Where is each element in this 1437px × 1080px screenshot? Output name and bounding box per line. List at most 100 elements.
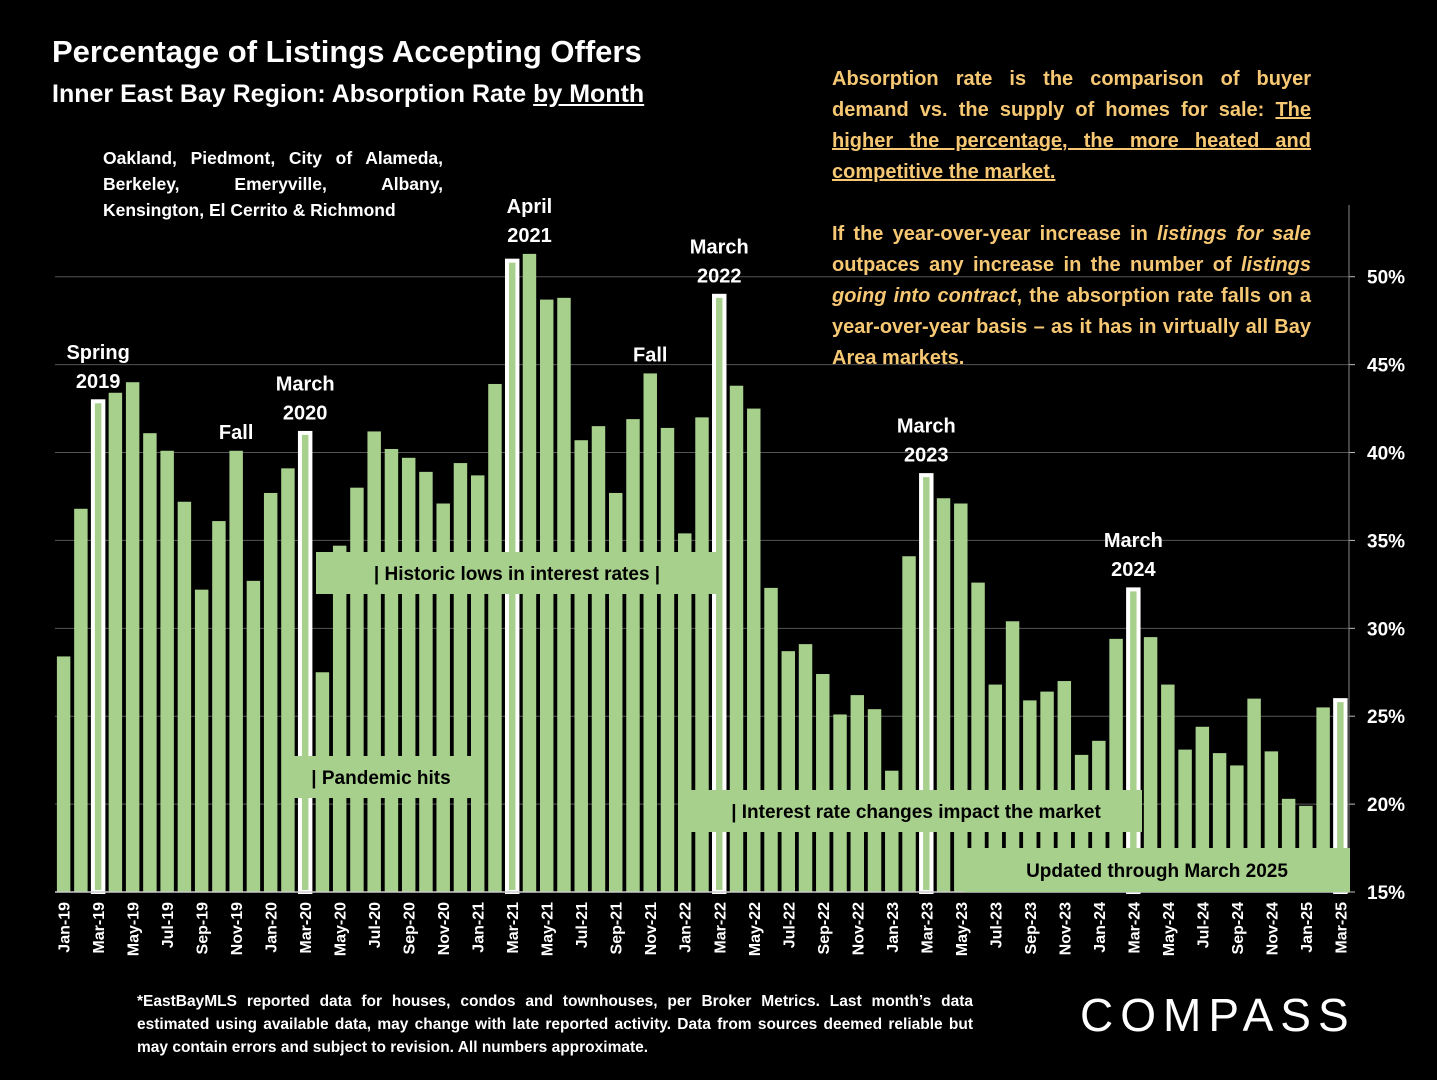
x-tick-label: May-22 <box>747 902 764 956</box>
bar <box>695 417 709 892</box>
x-tick-label: Nov-19 <box>229 902 246 955</box>
x-tick-label: Jan-23 <box>885 902 902 953</box>
y-tick-label: 20% <box>1367 795 1405 816</box>
compass-logo: COMPASS <box>1080 989 1356 1041</box>
x-tick-label: Jul-20 <box>367 902 384 948</box>
callout-box <box>690 790 1142 832</box>
chart-title: Percentage of Listings Accepting Offers <box>52 34 642 69</box>
x-tick-label: Jul-19 <box>160 902 177 948</box>
y-tick-label: 45% <box>1367 356 1405 377</box>
callout-text: | Pandemic hits <box>311 768 450 789</box>
bar <box>419 471 433 892</box>
bar <box>453 463 468 892</box>
bar <box>591 426 606 892</box>
bar <box>160 450 174 892</box>
x-tick-label: May-20 <box>333 902 350 956</box>
footnote: *EastBayMLS reported data for houses, co… <box>137 993 973 1056</box>
x-tick-label: Mar-19 <box>91 902 108 954</box>
x-tick-label: Mar-23 <box>919 902 936 954</box>
bar <box>764 587 778 892</box>
callout-box <box>286 756 476 798</box>
bar <box>108 392 123 892</box>
bar-annotation: March 2020 <box>276 373 335 424</box>
x-tick-label: Nov-24 <box>1264 902 1281 955</box>
bar-highlighted <box>1126 587 1141 894</box>
bar <box>194 589 209 892</box>
x-tick-label: Sep-22 <box>816 902 833 955</box>
x-tick-label: Jan-24 <box>1092 902 1109 953</box>
bar <box>177 501 192 892</box>
x-tick-label: Jan-25 <box>1299 902 1316 953</box>
bar <box>367 431 381 892</box>
bar <box>56 656 71 892</box>
callout-text: Updated through March 2025 <box>1026 861 1288 882</box>
note-p2-e: , the absorption rate falls on a year-ov… <box>832 285 1311 369</box>
subtitle-prefix: Inner East Bay Region: Absorption Rate <box>52 80 534 108</box>
bar <box>678 533 692 892</box>
bar <box>626 419 640 892</box>
region-line-3: Kensington, El Cerrito & Richmond <box>103 200 396 220</box>
bar <box>384 449 399 892</box>
bar-highlighted <box>297 430 313 894</box>
region-list: Oakland, Piedmont, City of Alameda, Berk… <box>103 145 443 223</box>
y-tick-label: 25% <box>1367 707 1405 728</box>
note-p2-b: listings for sale <box>1157 223 1311 245</box>
x-tick-label: Sep-19 <box>195 902 212 955</box>
note-p2-c: outpaces any increase in the number of <box>832 254 1241 276</box>
annotations: Spring 2019 Fall March 2020 April 2021 Fall Marc… <box>66 196 1162 581</box>
bar <box>246 580 261 892</box>
bar <box>798 644 813 892</box>
x-tick-label: Nov-21 <box>643 902 660 955</box>
x-tick-label: Nov-22 <box>850 902 867 955</box>
y-tick-label: 35% <box>1367 531 1405 552</box>
x-tick-labels: Jan-19 Mar-19 May-19 Jul-19 Sep-19 Nov-19 Jan-… <box>57 902 1351 956</box>
x-tick-label: Jul-21 <box>574 902 591 948</box>
bar <box>263 492 278 892</box>
bar-highlighted <box>90 399 106 894</box>
bar <box>1316 707 1330 892</box>
bar <box>643 373 657 893</box>
callout: Updated through March 2025 <box>964 848 1350 892</box>
x-tick-label: Jan-19 <box>57 902 74 953</box>
explanation-note: Absorption rate is the comparison of buy… <box>832 64 1311 374</box>
bar <box>1057 681 1072 892</box>
x-tick-label: Jul-24 <box>1195 902 1212 948</box>
x-tick-label: May-19 <box>126 902 143 956</box>
bar <box>971 582 985 892</box>
x-tick-label: Nov-23 <box>1057 902 1074 955</box>
callout-text: | Interest rate changes impact the marke… <box>731 802 1101 823</box>
y-tick-label: 30% <box>1367 619 1405 640</box>
bar <box>281 468 295 892</box>
note-p1-underlined: The higher the percentage, the more heat… <box>832 99 1311 183</box>
bar <box>574 440 588 892</box>
y-tick-label: 15% <box>1367 883 1405 904</box>
subtitle-underlined: by Month <box>533 80 645 108</box>
note-p2-a: If the year-over-year increase in <box>832 223 1157 245</box>
bar-annotation: Fall <box>219 422 253 444</box>
bar-annotation: March 2024 <box>1104 530 1163 581</box>
x-tick-label: Jul-22 <box>781 902 798 948</box>
callout: | Pandemic hits <box>286 756 476 798</box>
bar <box>539 299 554 892</box>
bar <box>729 385 744 892</box>
bar-annotation: April 2021 <box>507 196 553 247</box>
callout-box <box>316 552 718 594</box>
x-tick-label: Mar-25 <box>1333 902 1350 954</box>
x-tick-label: May-24 <box>1161 902 1178 956</box>
callout-box <box>964 848 1350 892</box>
note-p1-text: Absorption rate is the comparison of buy… <box>832 68 1311 121</box>
bar <box>557 297 571 893</box>
callouts: | Historic lows in interest rates | | Pan… <box>286 552 1350 892</box>
bar <box>660 427 675 892</box>
bar <box>1247 698 1261 892</box>
bar <box>747 408 761 892</box>
x-tick-label: Mar-21 <box>505 902 522 954</box>
absorption-rate-bar-chart: 15% 20% 25% 30% 35% 40% 45% 50% Jan-19 Mar-19 May… <box>55 196 1405 956</box>
bar <box>1143 637 1158 892</box>
x-tick-label: Jan-22 <box>678 902 695 953</box>
note-paragraph-1: Absorption rate is the comparison of buy… <box>832 64 1311 188</box>
y-tick-label: 40% <box>1367 444 1405 465</box>
callout-text: | Historic lows in interest rates | <box>374 564 660 585</box>
x-tick-label: Mar-24 <box>1126 902 1143 954</box>
x-tick-label: Sep-24 <box>1230 902 1247 955</box>
